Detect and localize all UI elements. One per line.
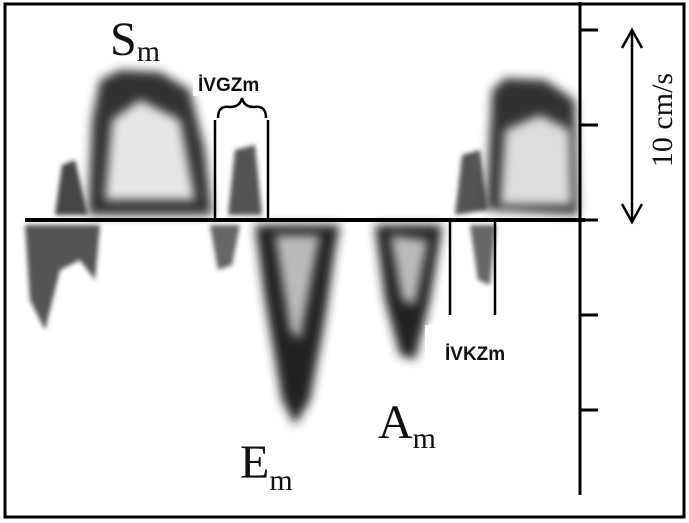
label-bg: [193, 70, 283, 96]
interval-label: İVKZm: [445, 344, 505, 365]
interval-brackets: [213, 97, 497, 315]
wave-label-sub: m: [137, 35, 160, 68]
doppler-signal: [25, 70, 578, 425]
wave-label: Sm: [110, 13, 160, 68]
wave-label-main: E: [240, 436, 269, 489]
wave-label-main: S: [110, 13, 137, 66]
wave-label-sub: m: [413, 422, 436, 455]
interval-label: İVGZm: [198, 75, 259, 96]
wave-label-sub: m: [269, 464, 292, 497]
wave-label: Em: [240, 436, 293, 497]
label-bg: [425, 325, 550, 370]
scale-arrow: [620, 27, 644, 225]
wave-label: Am: [378, 396, 436, 455]
scale-axis: [578, 2, 598, 495]
wave-label-main: A: [378, 396, 413, 449]
scale-label: 10 cm/s: [646, 73, 679, 167]
